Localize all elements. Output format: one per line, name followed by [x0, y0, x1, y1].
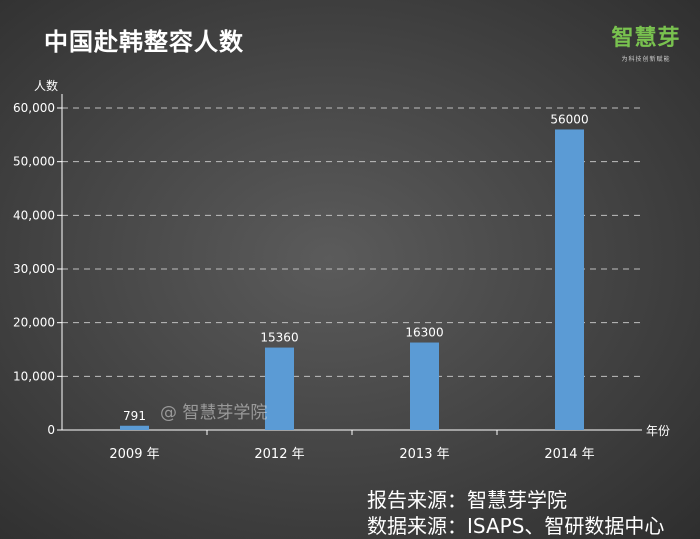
data-source: 数据来源：ISAPS、智研数据中心: [367, 514, 665, 538]
y-tick-label: 20,000: [13, 316, 55, 330]
brand-tagline: 为科技创新赋能: [621, 56, 671, 63]
x-tick-label: 2014 年: [544, 447, 594, 462]
data-label: 15360: [260, 331, 298, 345]
data-label: 56000: [550, 112, 588, 126]
bar: [410, 342, 439, 430]
y-tick-label: 0: [47, 423, 55, 437]
y-tick-label: 30,000: [13, 262, 55, 276]
brand-name: 智慧芽: [611, 26, 681, 51]
y-tick-label: 60,000: [13, 101, 55, 115]
bar: [555, 129, 584, 430]
data-label: 791: [123, 409, 146, 423]
chart-title: 中国赴韩整容人数: [44, 28, 244, 56]
report-source: 报告来源：智慧芽学院: [367, 488, 567, 512]
x-tick-label: 2013 年: [399, 447, 449, 462]
watermark: @ 智慧芽学院: [160, 403, 268, 423]
data-label: 16300: [405, 326, 443, 340]
y-axis-label: 人数: [34, 78, 58, 93]
bar: [120, 425, 149, 430]
bar: [265, 347, 294, 430]
brand-logo: 智慧芽 为科技创新赋能: [606, 20, 686, 63]
y-tick-label: 10,000: [13, 369, 55, 383]
x-tick-label: 2012 年: [254, 447, 304, 462]
x-tick-label: 2009 年: [109, 447, 159, 462]
x-axis-label: 年份: [646, 424, 670, 438]
y-tick-label: 40,000: [13, 208, 55, 222]
y-tick-label: 50,000: [13, 155, 55, 169]
